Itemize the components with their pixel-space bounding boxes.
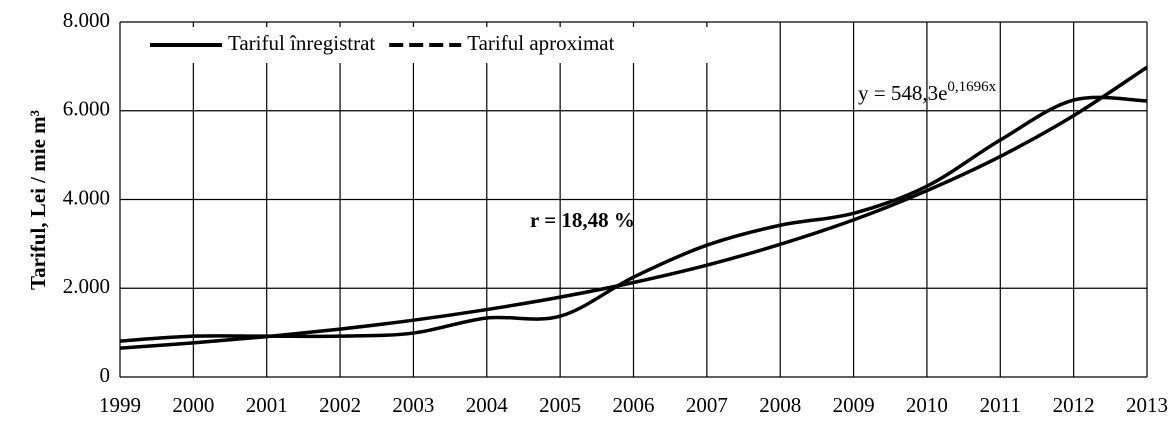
- y-tick-label: 2.000: [63, 274, 110, 298]
- y-tick-label: 4.000: [63, 185, 110, 209]
- equation: y = 548,3e0,1696x: [858, 79, 997, 104]
- x-tick-label: 2012: [1053, 393, 1095, 417]
- legend-label: Tariful înregistrat: [228, 31, 375, 55]
- x-tick-label: 2004: [466, 393, 509, 417]
- x-tick-label: 2002: [319, 393, 361, 417]
- equation-exponent: 0,1696x: [947, 79, 996, 95]
- x-tick-label: 2011: [980, 393, 1021, 417]
- x-tick-label: 2001: [246, 393, 288, 417]
- x-tick-label: 2005: [539, 393, 581, 417]
- legend: Tariful înregistrat Tariful aproximat: [140, 27, 715, 63]
- series-line: [119, 65, 1148, 350]
- legend-box: [140, 27, 715, 63]
- y-tick-label: 0: [100, 363, 111, 387]
- x-tick-label: 2009: [833, 393, 875, 417]
- equation-text: y = 548,3e: [858, 81, 947, 105]
- r-annotation: r = 18,48 %: [530, 208, 635, 232]
- x-tick-label: 2007: [686, 393, 728, 417]
- x-tick-label: 2000: [172, 393, 214, 417]
- y-tick-label: 8.000: [63, 8, 110, 32]
- x-tick-label: 2008: [759, 393, 801, 417]
- series-line: [119, 95, 1148, 343]
- y-tick-label: 6.000: [63, 97, 110, 121]
- x-tick-label: 1999: [99, 393, 141, 417]
- y-axis-label: Tariful, Lei / mie m³: [26, 110, 50, 290]
- x-tick-label: 2010: [906, 393, 948, 417]
- x-tick-label: 2013: [1126, 393, 1168, 417]
- legend-label: Tariful aproximat: [467, 31, 614, 55]
- x-tick-label: 2006: [613, 393, 655, 417]
- x-tick-label: 2003: [392, 393, 434, 417]
